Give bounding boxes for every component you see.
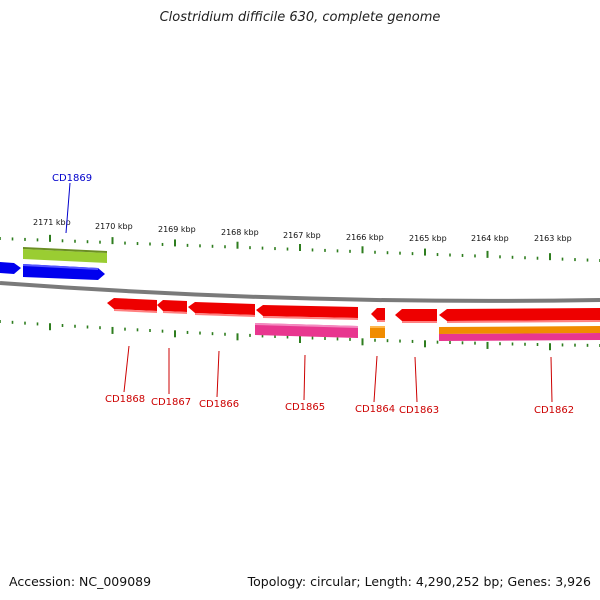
- feature-red-arrow-cd1863[interactable]: [395, 309, 437, 323]
- genome-backbone: [0, 281, 600, 303]
- feature-blue-arrow-left[interactable]: [0, 262, 21, 274]
- genome-summary-text: Topology: circular; Length: 4,290,252 bp…: [247, 574, 591, 589]
- feature-red-arrow-cd1868[interactable]: [107, 298, 157, 313]
- gene-label-cd1867[interactable]: CD1867: [151, 397, 191, 408]
- ruler-label: 2168 kbp: [221, 228, 259, 237]
- ruler-ticks-top: [0, 234, 600, 262]
- feature-pink-bar[interactable]: [255, 323, 358, 338]
- ruler-ticks-bottom: [0, 320, 600, 351]
- gene-label-cd1864[interactable]: CD1864: [355, 404, 395, 415]
- gene-label-cd1866[interactable]: CD1866: [199, 399, 239, 410]
- ruler-label: 2171 kbp: [33, 218, 71, 227]
- feature-red-arrow-cd1866[interactable]: [188, 302, 255, 317]
- feature-pink-bar-right[interactable]: [439, 333, 600, 341]
- ruler-label: 2164 kbp: [471, 234, 509, 243]
- feature-green-bar[interactable]: [23, 247, 107, 263]
- gene-label-cd1862[interactable]: CD1862: [534, 405, 574, 416]
- leader-lines: [65, 182, 553, 403]
- feature-orange-bar[interactable]: [439, 326, 600, 334]
- feature-red-arrow-cd1865[interactable]: [256, 305, 358, 320]
- feature-orange-box[interactable]: [370, 326, 385, 338]
- gene-label-cd1863[interactable]: CD1863: [399, 405, 439, 416]
- ruler-label: 2169 kbp: [158, 225, 196, 234]
- feature-red-arrow-cd1864[interactable]: [371, 308, 385, 322]
- accession-text: Accession: NC_009089: [9, 574, 152, 589]
- ruler-label: 2167 kbp: [283, 231, 321, 240]
- ruler-label: 2170 kbp: [95, 222, 133, 231]
- map-title: Clostridium difficile 630, complete geno…: [159, 10, 441, 25]
- feature-blue-arrow-cd1869[interactable]: [23, 264, 105, 280]
- ruler-label: 2165 kbp: [409, 234, 447, 243]
- ruler-label: 2163 kbp: [534, 234, 572, 243]
- gene-label-cd1868[interactable]: CD1868: [105, 394, 145, 405]
- feature-red-arrow-cd1862[interactable]: [439, 308, 600, 323]
- ruler-labels: 2171 kbp 2170 kbp 2169 kbp 2168 kbp 2167 kbp…: [33, 218, 572, 243]
- gene-label-cd1865[interactable]: CD1865: [285, 402, 325, 413]
- ruler-label: 2166 kbp: [346, 233, 384, 242]
- feature-red-arrow-cd1867[interactable]: [157, 300, 187, 314]
- gene-label-cd1869[interactable]: CD1869: [52, 173, 92, 184]
